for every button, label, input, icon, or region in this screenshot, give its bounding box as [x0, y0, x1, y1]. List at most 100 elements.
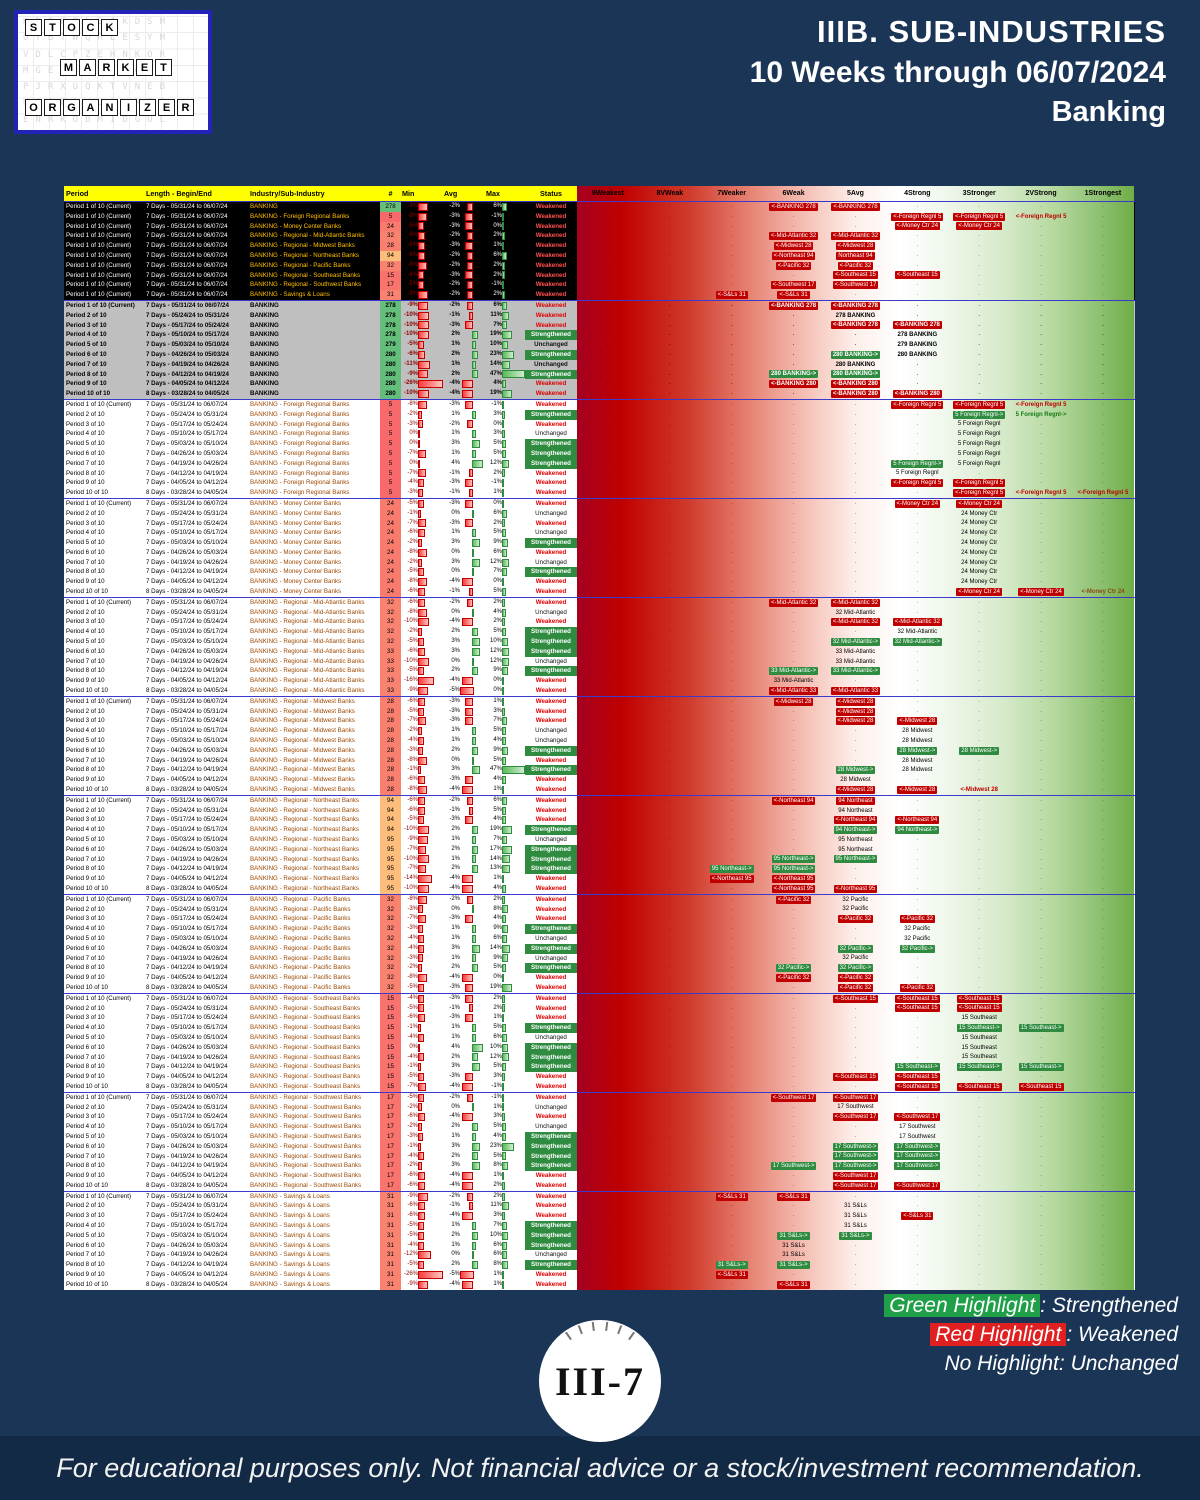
min-cell: -5% [401, 1093, 443, 1103]
status-cell: Strengthened [525, 844, 577, 855]
rank-marker: <-Midwest 28 [897, 717, 938, 726]
rank-cell: . [730, 638, 733, 645]
rank-marker: 94 Northeast-> [833, 826, 878, 835]
rank-cell: . [978, 281, 981, 288]
min-value: -5% [407, 1004, 418, 1011]
rank-cell: . [916, 420, 919, 427]
rank-cell: . [730, 884, 733, 891]
avg-cell: 1% [443, 835, 485, 845]
rank-marker: 31 S&Ls-> [777, 1261, 810, 1270]
rank-cells: .... <-Southeast 15 <-Southeast 15... [577, 270, 1134, 281]
min-value: -5% [407, 499, 418, 506]
count-cell: 279 [380, 340, 401, 350]
rank-cell: . [1040, 796, 1042, 803]
rank-cell: . [978, 697, 981, 704]
rank-cell: <-Foreign Regnl 5 [948, 478, 1010, 488]
min-value: -4% [407, 944, 418, 951]
status-cell: Weakened [535, 380, 567, 388]
min-value: -6% [407, 776, 418, 783]
rank-cell: . [1102, 331, 1104, 338]
min-value: -7% [407, 845, 418, 852]
rank-cell: 31 S&Ls-> [763, 1260, 825, 1270]
avg-databar [471, 628, 479, 637]
rank-cell: . [854, 1004, 857, 1011]
rank-cell: 95 Northeast-> [763, 855, 825, 865]
max-databar [501, 806, 507, 815]
rank-cell: . [916, 1202, 919, 1209]
rank-cell: . [1040, 994, 1042, 1001]
rank-cell: <-BANKING 278 [886, 321, 948, 331]
rank-marker: <-Southeast 15 [833, 271, 878, 280]
rank-cells: ... 31 S&Ls..... [577, 1250, 1134, 1261]
min-databar [418, 1192, 428, 1201]
rank-cell: . [730, 568, 733, 575]
min-databar [418, 964, 422, 973]
rank-cell: . [978, 271, 981, 278]
length-cell: 7 Days - 04/05/24 to 04/12/24 [146, 479, 228, 487]
max-cell: -1% [485, 478, 525, 488]
industry-cell: BANKING - Savings & Loans [250, 1231, 330, 1239]
rank-cell: . [1040, 509, 1042, 516]
rank-cell: . [668, 727, 671, 734]
industry-cell: BANKING [250, 341, 279, 349]
avg-databar [471, 1221, 476, 1230]
min-value: -7% [407, 519, 418, 526]
max-cell: 3% [485, 1112, 525, 1122]
max-cell: 6% [485, 301, 525, 311]
length-cell: 7 Days - 05/03/24 to 05/10/24 [146, 1132, 228, 1140]
rank-cell: 24 Money Ctr [948, 538, 1010, 548]
rank-cell: . [1102, 884, 1104, 891]
status-cell: Weakened [535, 222, 567, 230]
min-cell: -2% [401, 726, 443, 736]
rank-cell: . [730, 1241, 733, 1248]
min-databar [417, 717, 427, 726]
industry-cell: BANKING - Regional - Pacific Banks [250, 905, 351, 913]
status-cell: Strengthened [525, 1062, 577, 1073]
rank-marker: 95 Northeast-> [833, 855, 878, 864]
logo-letter: I [120, 99, 137, 116]
min-cell: -4% [401, 736, 443, 746]
rank-cell: . [792, 1181, 795, 1188]
min-value: -5% [407, 281, 418, 288]
length-cell: 7 Days - 04/12/24 to 04/19/24 [146, 766, 228, 774]
rank-cell: 28 Midwest-> [948, 746, 1010, 756]
rank-cell: . [854, 934, 857, 941]
max-value: 10% [489, 341, 502, 348]
max-databar [501, 1043, 509, 1052]
table-group: Period 1 of 10 (Current) 7 Days - 05/31/2… [64, 695, 1135, 795]
max-value: 5% [493, 449, 502, 456]
rank-cell: . [1040, 954, 1042, 961]
rank-marker: 17 Southwest-> [894, 1152, 941, 1161]
min-databar [417, 469, 427, 478]
rank-marker: <-Midwest 28 [773, 242, 814, 251]
length-cell: 7 Days - 05/03/24 to 05/10/24 [146, 341, 229, 349]
table-group: Period 1 of 10 (Current) 7 Days - 05/31/2… [64, 893, 1135, 993]
industry-cell: BANKING - Regional - Pacific Banks [250, 915, 351, 923]
rank-cell: 280 BANKING-> [825, 370, 887, 380]
rank-cell: . [1040, 1241, 1042, 1248]
min-databar [418, 618, 429, 627]
count-cell: 17 [380, 1092, 401, 1103]
min-value: -8% [407, 261, 418, 268]
rank-cell: 15 Southeast-> [1010, 1062, 1072, 1072]
rank-marker: <-Northeast 95 [833, 884, 878, 893]
rank-marker: <-Southeast 15 [894, 1073, 940, 1082]
period-cell: Period 8 of 10 [66, 964, 105, 972]
rank-cell: . [854, 727, 857, 734]
count-cell: 24 [380, 567, 401, 578]
industry-cell: BANKING - Money Center Banks [250, 222, 342, 230]
min-cell: -6% [401, 647, 443, 657]
rank-marker: <-Midwest 28 [835, 242, 876, 251]
avg-value: 1% [451, 360, 460, 367]
count-cell: 15 [380, 1052, 401, 1063]
max-value: 5% [493, 806, 502, 813]
period-cell: Period 1 of 10 (Current) [66, 499, 131, 507]
rank-cell: . [854, 1063, 857, 1070]
rank-cell: . [607, 410, 609, 417]
period-cell: Period 5 of 10 [66, 1231, 105, 1239]
rank-cell: . [978, 934, 981, 941]
rank-cell: . [854, 756, 857, 763]
avg-databar [462, 1181, 474, 1190]
period-cell: Period 10 of 10 [66, 390, 111, 398]
rank-cell: . [730, 895, 733, 902]
